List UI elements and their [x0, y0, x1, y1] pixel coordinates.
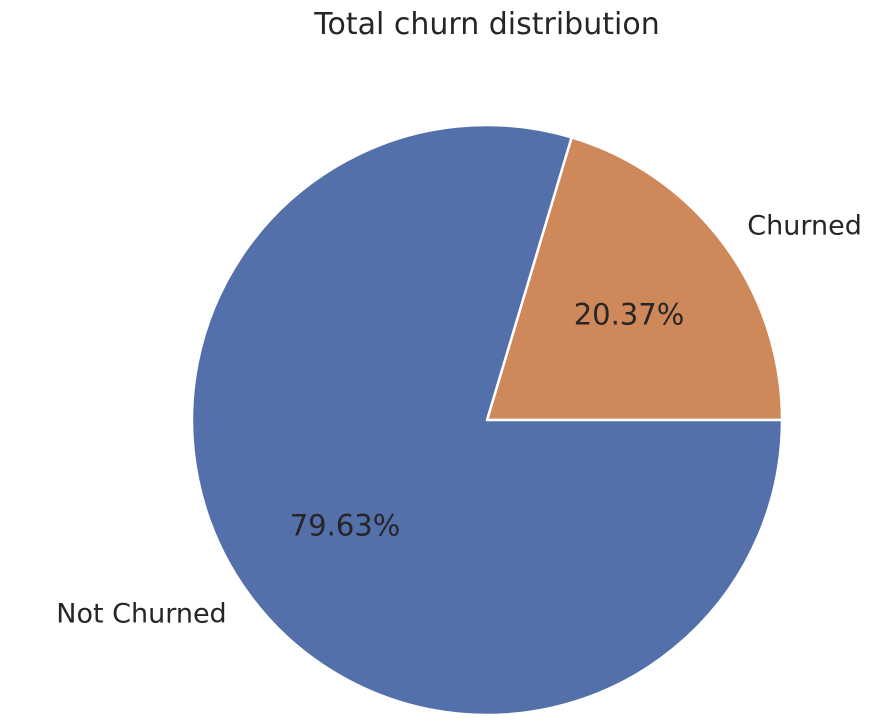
pie-slices — [190, 123, 784, 717]
category-label-not-churned: Not Churned — [56, 598, 226, 629]
pct-label-churned: 20.37% — [574, 297, 685, 331]
pie-slice-churned — [485, 136, 784, 422]
pie-slice-not-churned — [190, 123, 784, 717]
chart-title: Total churn distribution — [313, 7, 659, 42]
category-label-churned: Churned — [747, 211, 862, 242]
pct-label-not-churned: 79.63% — [290, 509, 401, 543]
pie-labels: 20.37% Churned 79.63% Not Churned — [56, 211, 862, 630]
